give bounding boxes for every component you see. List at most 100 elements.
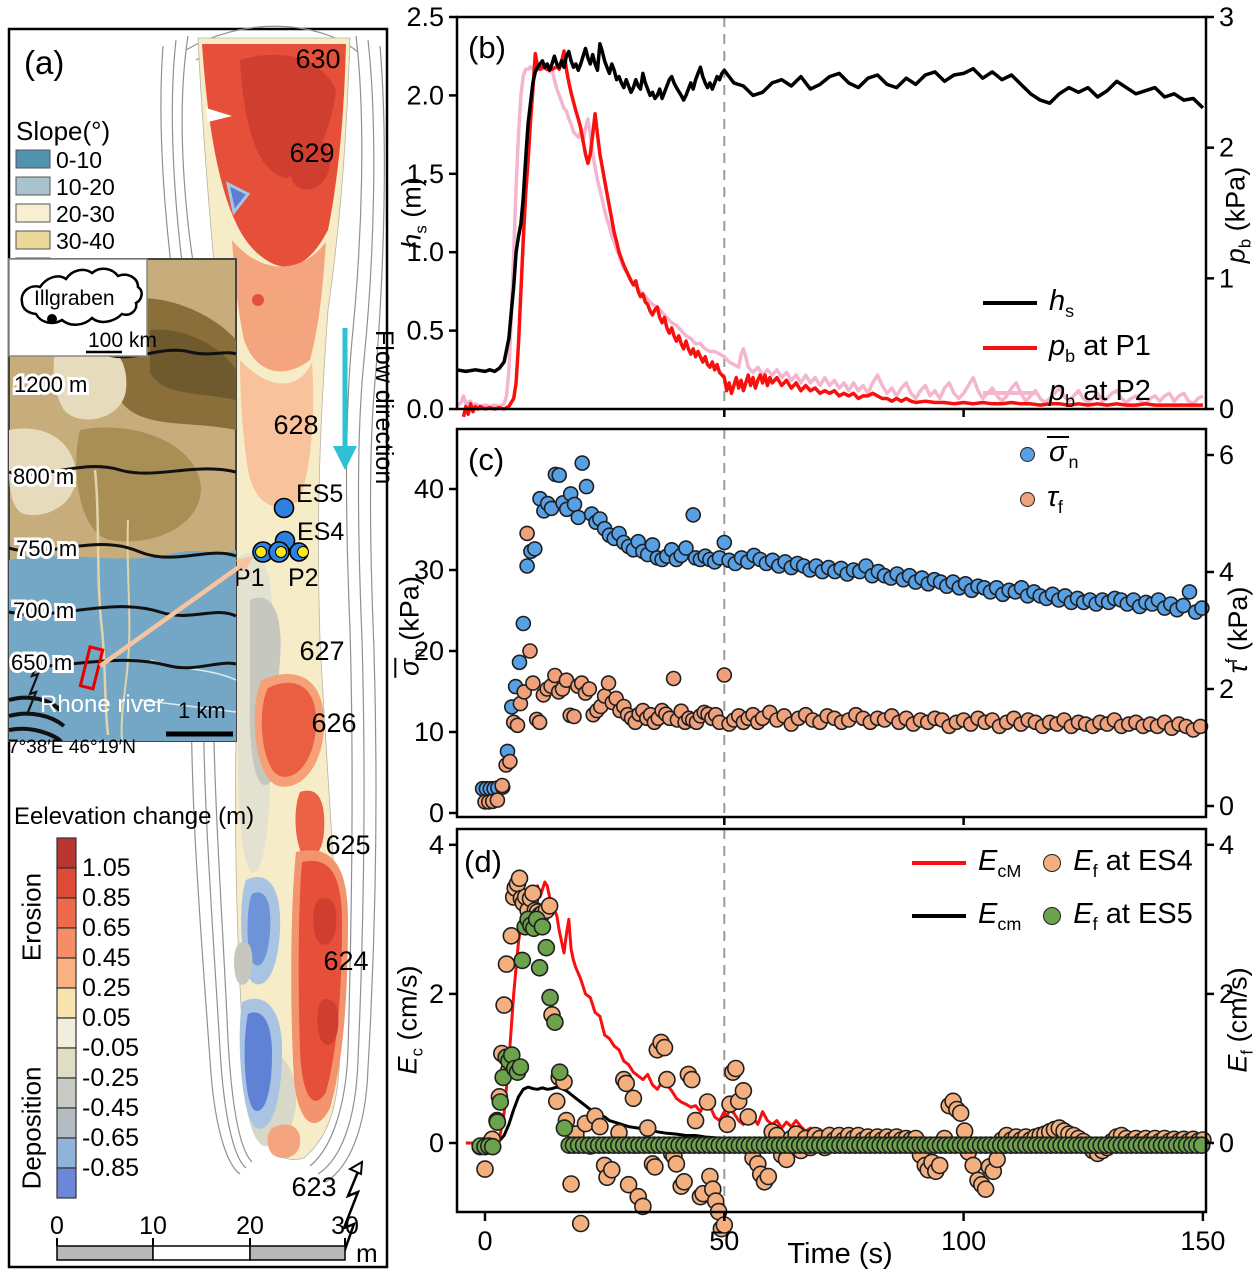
axis-tick-labels-c: 0 10 20 30 40 0 2 4 6 (414, 440, 1234, 828)
elevation-colorbar (56, 837, 77, 1199)
pb-p1-line-swatch (983, 346, 1037, 351)
inset-contour-1200: 1200 m (14, 372, 87, 397)
contour-label-628: 628 (273, 410, 318, 440)
svg-text:-0.25: -0.25 (82, 1064, 139, 1092)
contour-label-627: 627 (299, 636, 344, 666)
legend-item-ecM: EcM (912, 845, 1021, 882)
pb-p2-line-swatch (983, 390, 1037, 395)
series-b-0 (455, 64, 1204, 409)
svg-text:20: 20 (414, 636, 444, 666)
chart-panel-d: 0 2 4 0 2 4 0 50 100 150 (429, 827, 1234, 1256)
svg-text:0.65: 0.65 (82, 914, 131, 942)
d-right-axis-title: Ef (cm/s) (1222, 967, 1256, 1073)
svg-text:-0.65: -0.65 (82, 1124, 139, 1152)
sigma-dot-swatch (1020, 446, 1035, 462)
legend-b: hs pb at P1 pb at P2 (983, 285, 1151, 411)
elevation-legend-title: Eelevation change (m) (14, 803, 254, 830)
ef-es4-dot-swatch (1043, 854, 1062, 873)
svg-text:20: 20 (236, 1212, 264, 1240)
contour-label-629: 629 (289, 138, 334, 168)
inset-scale-100km: 100 km (88, 329, 157, 352)
elevation-tick-labels: 1.05 0.85 0.65 0.45 0.25 0.05 -0.05 -0.2… (82, 854, 139, 1182)
sensor-markers (252, 497, 309, 563)
slope-item-3: 30-40 (56, 228, 115, 254)
svg-text:40: 40 (414, 474, 444, 504)
inset-contour-800: 800 m (13, 464, 74, 489)
flow-direction-arrow (333, 328, 357, 470)
svg-text:0.05: 0.05 (82, 1004, 131, 1032)
inset-map: 1200 m 800 m 750 m 700 m 650 m Rhone riv… (8, 258, 237, 742)
panel-label-b: (b) (468, 30, 506, 65)
switzerland-inset: Illgraben 100 km (8, 258, 157, 357)
panel-label-c: (c) (468, 442, 505, 477)
svg-text:0: 0 (50, 1212, 64, 1240)
svg-text:0.85: 0.85 (82, 884, 131, 912)
slope-legend-title: Slope(°) (16, 116, 110, 146)
svg-text:150: 150 (1180, 1226, 1225, 1256)
inset-contour-650: 650 m (11, 650, 72, 675)
illgraben-label: Illgraben (34, 287, 115, 310)
ecm-line-swatch (912, 914, 966, 919)
map-panel: 630 629 628 627 626 625 624 623 Flow dir… (7, 25, 398, 1269)
svg-text:0: 0 (429, 798, 444, 828)
contour-label-626: 626 (311, 708, 356, 738)
svg-text:100: 100 (941, 1226, 986, 1256)
locator-arrow (98, 556, 254, 668)
svg-text:-0.05: -0.05 (82, 1034, 139, 1062)
river-label: Rhone river (40, 691, 164, 718)
series-c-1 (477, 525, 1209, 810)
tau-dot-swatch (1020, 491, 1035, 507)
svg-text:0: 0 (1219, 791, 1234, 821)
panel-label-d: (d) (464, 844, 502, 879)
contour-label-624: 624 (323, 946, 368, 976)
contour-label-630: 630 (295, 44, 340, 74)
legend-item-ef-es5: Ef at ES5 (1043, 898, 1193, 935)
north-arrow (340, 1160, 364, 1259)
inset-scale-label: 1 km (178, 698, 226, 723)
svg-text:1: 1 (1219, 263, 1234, 293)
svg-text:0: 0 (429, 1128, 444, 1158)
axis-tick-labels-d: 0 2 4 0 2 4 0 50 100 150 (429, 830, 1234, 1256)
slope-item-1: 10-20 (56, 174, 115, 200)
axis-tick-labels-b: 0.0 0.5 1.0 1.5 2.0 2.5 0 1 2 3 (406, 2, 1234, 424)
legend-item-pb-p2: pb at P2 (983, 375, 1151, 412)
map-contour-labels: 630 629 628 627 626 625 624 623 (273, 44, 370, 1202)
axis-ticks-b (449, 15, 1214, 417)
svg-text:50: 50 (709, 1226, 739, 1256)
inset-north-arrow (26, 656, 43, 713)
svg-text:2: 2 (1219, 133, 1234, 163)
svg-text:0: 0 (1219, 1128, 1234, 1158)
svg-text:2: 2 (429, 979, 444, 1009)
c-right-axis-title: τf (kPa) (1222, 586, 1253, 674)
inset-coordinates: 7°38′E 46°19′N (8, 737, 136, 758)
inset-contour-700: 700 m (13, 598, 74, 623)
svg-text:2: 2 (1219, 674, 1234, 704)
flow-direction-label: Flow direction (370, 330, 398, 484)
svg-text:2.5: 2.5 (406, 2, 444, 32)
svg-text:0.45: 0.45 (82, 944, 131, 972)
svg-text:1.05: 1.05 (82, 854, 131, 882)
svg-text:3: 3 (1219, 2, 1234, 32)
svg-text:30: 30 (331, 1212, 359, 1240)
svg-text:-0.85: -0.85 (82, 1154, 139, 1182)
svg-text:4: 4 (429, 830, 444, 860)
legend-item-tau: τf (1020, 481, 1079, 518)
ecM-line-swatch (912, 861, 966, 866)
c-left-axis-title: σn (kPa) (394, 576, 429, 678)
series-c-0 (474, 455, 1210, 797)
map-scale-bar: 0 10 20 30 m (50, 1212, 378, 1268)
svg-text:1.5: 1.5 (406, 159, 444, 189)
legend-item-ecm: Ecm (912, 898, 1021, 935)
svg-text:0.25: 0.25 (82, 974, 131, 1002)
inset-contour-750: 750 m (16, 536, 77, 561)
svg-text:0: 0 (1219, 394, 1234, 424)
svg-text:0.0: 0.0 (406, 394, 444, 424)
contour-label-623: 623 (291, 1172, 336, 1202)
svg-text:0: 0 (477, 1226, 492, 1256)
sensor-es5-marker (273, 497, 295, 519)
ef-es5-dot-swatch (1043, 907, 1062, 926)
legend-item-hs: hs (983, 285, 1151, 322)
